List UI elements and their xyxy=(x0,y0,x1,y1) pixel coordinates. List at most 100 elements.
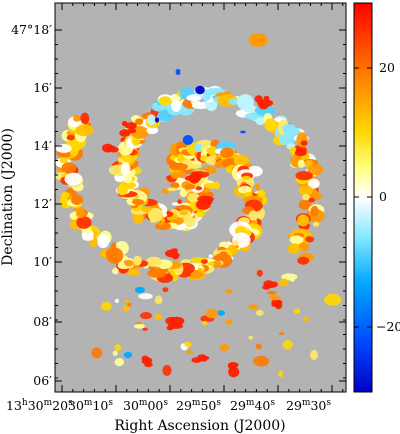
emission-patch xyxy=(241,175,251,181)
emission-patch xyxy=(120,162,131,176)
emission-patch xyxy=(147,207,163,222)
emission-patch xyxy=(59,157,69,164)
emission-patch xyxy=(211,260,222,268)
emission-patch xyxy=(289,235,304,244)
x-tick-label: 29m40s xyxy=(230,398,275,413)
emission-patch xyxy=(177,199,182,205)
emission-patch xyxy=(162,287,169,293)
emission-patch xyxy=(204,182,220,189)
emission-patch xyxy=(180,259,191,264)
emission-patch xyxy=(324,293,342,306)
emission-patch xyxy=(152,102,159,108)
emission-patch xyxy=(170,172,180,179)
emission-patch xyxy=(165,316,179,325)
emission-patch xyxy=(184,341,192,347)
emission-patch xyxy=(122,304,130,312)
y-tick-label: 06′ xyxy=(33,373,52,388)
emission-patch xyxy=(123,351,133,359)
emission-patch xyxy=(305,236,315,243)
y-tick-label: 16′ xyxy=(33,80,52,95)
emission-patch xyxy=(253,355,270,367)
emission-patch xyxy=(154,117,160,123)
emission-patch xyxy=(200,195,209,203)
emission-patch xyxy=(114,358,125,367)
emission-patch xyxy=(205,308,219,319)
x-tick-label: 29m30s xyxy=(286,398,331,413)
emission-patch xyxy=(248,210,259,221)
emission-patch xyxy=(266,290,277,295)
emission-patch xyxy=(171,213,178,220)
emission-patch xyxy=(144,362,153,368)
emission-patch xyxy=(76,216,92,229)
emission-patch xyxy=(133,255,142,266)
colorbar-label: 0 xyxy=(379,189,387,204)
emission-patch xyxy=(141,355,149,362)
y-tick-label: 47°18′ xyxy=(11,22,52,37)
emission-patch xyxy=(278,370,284,378)
emission-patch xyxy=(138,293,153,300)
emission-patch xyxy=(185,184,196,190)
emission-patch xyxy=(225,289,233,294)
emission-patch xyxy=(134,323,145,329)
x-tick-label: 13h30m20s xyxy=(6,398,73,413)
emission-patch xyxy=(248,33,268,47)
map-emission xyxy=(55,33,342,378)
emission-patch xyxy=(254,95,263,103)
emission-patch xyxy=(224,319,233,325)
emission-patch xyxy=(307,178,320,189)
emission-patch xyxy=(197,354,207,360)
emission-patch xyxy=(228,98,240,105)
emission-patch xyxy=(274,299,283,305)
emission-patch xyxy=(127,302,132,307)
x-axis-title: Right Ascension (J2000) xyxy=(114,418,285,434)
x-tick-labels: 13h30m20s 30m10s 30m00s 29m50s 29m40s 29… xyxy=(6,398,331,413)
emission-patch xyxy=(76,210,86,218)
emission-patch xyxy=(298,185,313,196)
y-tick-label: 10′ xyxy=(33,254,52,269)
emission-patch xyxy=(242,104,257,113)
emission-patch xyxy=(263,95,270,100)
emission-patch xyxy=(142,327,148,331)
emission-patch xyxy=(293,308,301,314)
emission-patch xyxy=(154,295,163,305)
y-tick-label: 12′ xyxy=(33,196,52,211)
velocity-map-panel xyxy=(54,2,347,393)
emission-patch xyxy=(56,144,72,153)
emission-patch xyxy=(75,124,94,137)
emission-patch xyxy=(255,343,262,350)
emission-patch xyxy=(217,310,225,316)
emission-patch xyxy=(278,278,289,287)
emission-patch xyxy=(124,259,134,267)
emission-patch xyxy=(302,193,310,201)
emission-patch xyxy=(135,286,145,294)
emission-patch xyxy=(171,202,180,206)
emission-patch xyxy=(186,215,192,222)
emission-patch xyxy=(61,162,77,174)
emission-patch xyxy=(200,259,208,264)
emission-patch xyxy=(112,350,118,356)
emission-patch xyxy=(196,199,211,210)
emission-patch xyxy=(294,149,307,157)
emission-patch xyxy=(297,256,310,265)
emission-patch xyxy=(69,211,79,220)
emission-patch xyxy=(167,187,178,192)
emission-patch xyxy=(255,309,264,316)
emission-patch xyxy=(233,154,250,166)
emission-patch xyxy=(179,189,188,198)
emission-patch xyxy=(125,299,130,304)
emission-patch xyxy=(106,247,124,264)
emission-patch xyxy=(124,122,137,130)
emission-patch xyxy=(140,312,152,320)
emission-patch xyxy=(162,364,172,376)
emission-patch xyxy=(91,347,103,359)
emission-patch xyxy=(288,243,300,255)
emission-patch xyxy=(121,120,128,127)
emission-patch xyxy=(126,177,132,184)
emission-patch xyxy=(108,145,115,149)
emission-patch xyxy=(307,163,324,176)
emission-patch xyxy=(312,221,320,227)
emission-patch xyxy=(220,147,234,158)
y-tick-labels: 47°18′ 16′ 14′ 12′ 10′ 08′ 06′ xyxy=(11,22,52,388)
emission-patch xyxy=(64,172,83,186)
emission-patch xyxy=(100,301,112,311)
